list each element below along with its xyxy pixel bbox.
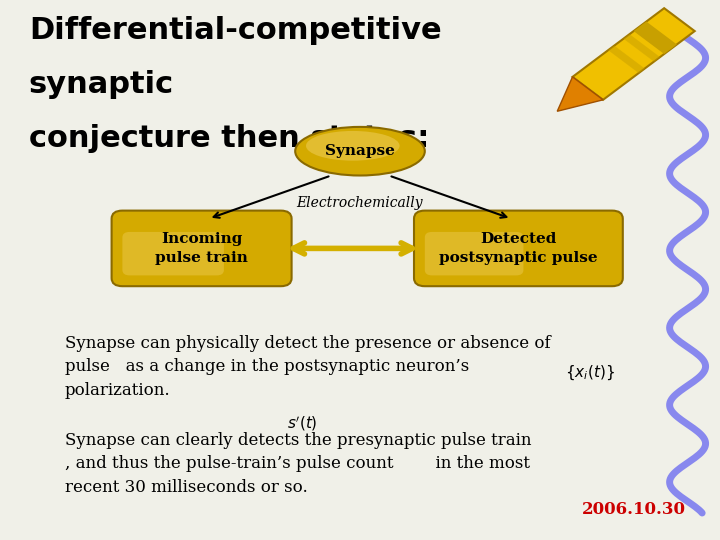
Text: 2006.10.30: 2006.10.30 <box>582 502 685 518</box>
Polygon shape <box>557 77 603 111</box>
Text: $s'(t)$: $s'(t)$ <box>287 415 318 433</box>
Ellipse shape <box>295 127 425 176</box>
FancyBboxPatch shape <box>112 211 292 286</box>
Ellipse shape <box>306 131 400 161</box>
Text: Synapse can physically detect the presence or absence of
pulse   as a change in : Synapse can physically detect the presen… <box>65 335 550 399</box>
FancyBboxPatch shape <box>414 211 623 286</box>
Text: synaptic: synaptic <box>29 70 174 99</box>
Text: Synapse can clearly detects the presynaptic pulse train
, and thus the pulse-tra: Synapse can clearly detects the presynap… <box>65 432 531 496</box>
Polygon shape <box>624 34 660 62</box>
FancyBboxPatch shape <box>122 232 224 275</box>
Polygon shape <box>608 45 645 73</box>
Text: Incoming
pulse train: Incoming pulse train <box>156 232 248 265</box>
Text: Synapse: Synapse <box>325 144 395 158</box>
Polygon shape <box>634 22 677 54</box>
Text: Electrochemically: Electrochemically <box>297 195 423 210</box>
Text: Detected
postsynaptic pulse: Detected postsynaptic pulse <box>439 232 598 265</box>
Text: conjecture then states:: conjecture then states: <box>29 124 429 153</box>
Text: Differential-competitive: Differential-competitive <box>29 16 441 45</box>
FancyBboxPatch shape <box>425 232 523 275</box>
Polygon shape <box>639 23 675 50</box>
Polygon shape <box>572 8 695 100</box>
Text: $\{x_i(t)\}$: $\{x_i(t)\}$ <box>565 363 616 382</box>
